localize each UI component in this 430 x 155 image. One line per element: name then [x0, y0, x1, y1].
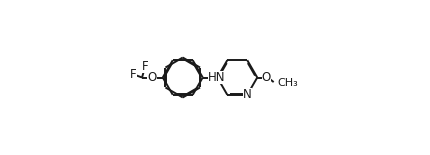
- Text: HN: HN: [208, 71, 225, 84]
- Text: O: O: [147, 71, 157, 84]
- Text: CH₃: CH₃: [278, 78, 298, 88]
- Text: F: F: [142, 60, 148, 73]
- Text: N: N: [243, 88, 252, 101]
- Text: O: O: [262, 71, 271, 84]
- Text: F: F: [130, 68, 137, 81]
